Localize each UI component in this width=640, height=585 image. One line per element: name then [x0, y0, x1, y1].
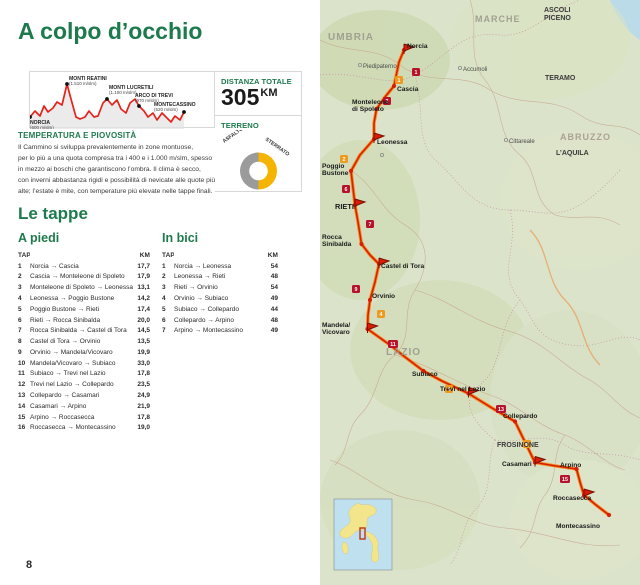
svg-text:Leonessa: Leonessa — [377, 139, 408, 146]
svg-text:4: 4 — [380, 312, 383, 318]
svg-text:Vicovaro: Vicovaro — [322, 329, 350, 336]
svg-text:6: 6 — [345, 187, 348, 193]
svg-text:RIETI: RIETI — [335, 202, 354, 211]
svg-text:Subiaco: Subiaco — [412, 371, 438, 378]
svg-text:1: 1 — [398, 78, 401, 84]
svg-text:LAZIO: LAZIO — [386, 347, 421, 358]
svg-text:Piedipaterno: Piedipaterno — [363, 64, 397, 70]
svg-text:Collepardo: Collepardo — [503, 413, 537, 420]
svg-text:Poggio: Poggio — [322, 163, 344, 170]
svg-text:L’AQUILA: L’AQUILA — [556, 150, 589, 157]
svg-text:(1.100 m/slm): (1.100 m/slm) — [109, 90, 137, 95]
svg-text:Casamari: Casamari — [502, 461, 532, 468]
svg-text:Mandela/: Mandela/ — [322, 322, 350, 329]
svg-text:Cittareale: Cittareale — [509, 139, 535, 145]
svg-text:Cascia: Cascia — [397, 86, 419, 93]
svg-text:MARCHE: MARCHE — [475, 14, 521, 24]
svg-text:Arpino: Arpino — [560, 462, 581, 469]
svg-text:9: 9 — [355, 287, 358, 293]
svg-text:15: 15 — [562, 477, 568, 483]
svg-text:Monteleone: Monteleone — [352, 99, 389, 106]
svg-text:7: 7 — [369, 222, 372, 228]
svg-text:ASFALTO: ASFALTO — [222, 130, 245, 145]
svg-text:Rocca: Rocca — [322, 234, 342, 241]
svg-text:UMBRIA: UMBRIA — [328, 32, 374, 43]
svg-text:Norcia: Norcia — [407, 43, 428, 50]
svg-text:Accumoli: Accumoli — [463, 67, 487, 73]
svg-text:TERAMO: TERAMO — [545, 75, 576, 82]
svg-text:Castel di Tora: Castel di Tora — [381, 263, 424, 270]
svg-text:Montecassino: Montecassino — [556, 523, 600, 530]
svg-text:FROSINONE: FROSINONE — [497, 442, 539, 449]
svg-text:Orvinio: Orvinio — [372, 293, 395, 300]
svg-text:Trevi nel Lazio: Trevi nel Lazio — [440, 386, 485, 393]
svg-text:ASCOLI: ASCOLI — [544, 7, 571, 14]
svg-text:1: 1 — [415, 70, 418, 76]
svg-text:Sinibalda: Sinibalda — [322, 241, 352, 248]
svg-text:(600 m/slm): (600 m/slm) — [30, 125, 54, 129]
svg-text:(520 m/slm): (520 m/slm) — [154, 107, 178, 112]
svg-text:PICENO: PICENO — [544, 15, 571, 22]
svg-text:ABRUZZO: ABRUZZO — [560, 132, 611, 142]
svg-text:(1.510 m/slm): (1.510 m/slm) — [69, 81, 97, 86]
svg-text:STERRATO: STERRATO — [264, 137, 290, 158]
svg-text:Roccasecca: Roccasecca — [553, 495, 591, 502]
svg-text:di Spoleto: di Spoleto — [352, 106, 384, 113]
svg-text:Bustone: Bustone — [322, 170, 349, 177]
